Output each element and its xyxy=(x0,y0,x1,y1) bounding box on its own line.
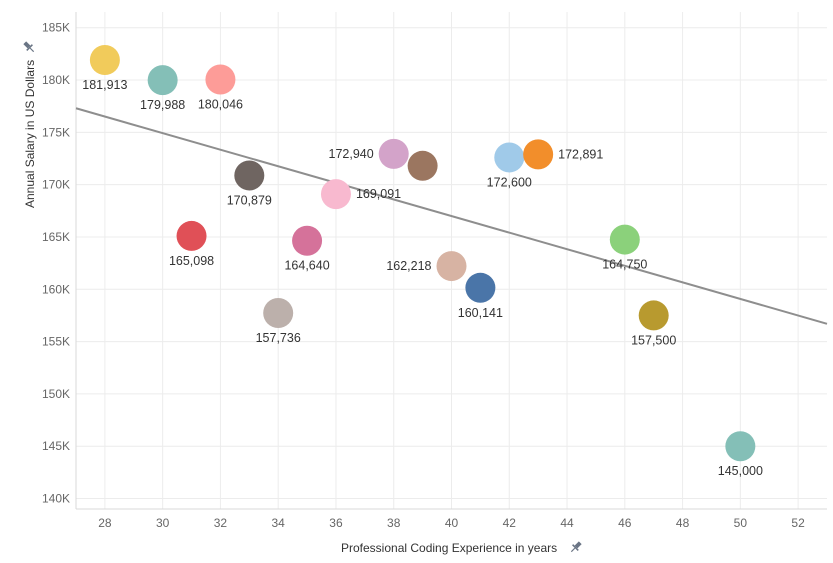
y-tick-label: 185K xyxy=(42,21,70,35)
y-tick-label: 145K xyxy=(42,439,70,453)
data-point[interactable] xyxy=(523,139,554,170)
x-tick-label: 40 xyxy=(445,516,459,530)
data-point[interactable] xyxy=(205,64,236,95)
data-point[interactable] xyxy=(263,297,294,328)
x-tick-label: 46 xyxy=(618,516,632,530)
data-label: 160,141 xyxy=(458,306,503,320)
data-label: 181,913 xyxy=(82,78,127,92)
data-label: 179,988 xyxy=(140,98,185,112)
data-label: 164,640 xyxy=(284,259,329,273)
data-point[interactable] xyxy=(638,300,669,331)
x-tick-label: 50 xyxy=(734,516,748,530)
data-label: 164,750 xyxy=(602,258,647,272)
x-tick-label: 52 xyxy=(791,516,805,530)
y-tick-label: 175K xyxy=(42,125,70,139)
data-point[interactable] xyxy=(292,225,323,256)
y-tick-label: 170K xyxy=(42,178,70,192)
x-tick-label: 44 xyxy=(560,516,574,530)
data-labels: 181,913 179,988 180,046 170,879 165,098 157,7… xyxy=(82,78,763,478)
data-label: 162,218 xyxy=(386,259,431,273)
data-label: 157,736 xyxy=(256,331,301,345)
y-axis-pin-icon[interactable] xyxy=(22,40,37,55)
y-tick-label: 140K xyxy=(42,492,70,506)
data-label: 180,046 xyxy=(198,98,243,112)
y-tick-label: 150K xyxy=(42,387,70,401)
data-point[interactable] xyxy=(407,150,438,181)
y-tick-label: 160K xyxy=(42,282,70,296)
data-point[interactable] xyxy=(465,272,496,303)
y-tick-label: 155K xyxy=(42,335,70,349)
data-label: 172,940 xyxy=(329,147,374,161)
x-axis-title: Professional Coding Experience in years xyxy=(341,541,557,555)
data-label: 145,000 xyxy=(718,464,763,478)
data-point[interactable] xyxy=(436,251,467,282)
axes: 28 30 32 34 36 38 40 42 44 46 48 50 52 140K 145K 150K 15… xyxy=(42,12,827,530)
trend-line[interactable] xyxy=(75,107,828,325)
data-point[interactable] xyxy=(176,220,207,251)
x-tick-label: 28 xyxy=(98,516,112,530)
x-tick-label: 42 xyxy=(503,516,517,530)
data-label: 172,891 xyxy=(558,147,603,161)
data-point[interactable] xyxy=(725,431,756,462)
data-point[interactable] xyxy=(89,44,120,75)
y-tick-label: 165K xyxy=(42,230,70,244)
data-point[interactable] xyxy=(147,65,178,96)
data-label: 157,500 xyxy=(631,333,676,347)
data-point[interactable] xyxy=(378,138,409,169)
data-points xyxy=(89,44,756,462)
grid-lines xyxy=(76,12,827,509)
data-label: 165,098 xyxy=(169,254,214,268)
x-axis-pin-icon[interactable] xyxy=(569,540,584,555)
trend-line-layer xyxy=(75,107,828,325)
x-tick-label: 38 xyxy=(387,516,401,530)
data-point[interactable] xyxy=(234,160,265,191)
data-point[interactable] xyxy=(320,179,351,210)
x-tick-label: 36 xyxy=(329,516,343,530)
y-tick-label: 180K xyxy=(42,73,70,87)
x-tick-label: 48 xyxy=(676,516,690,530)
data-point[interactable] xyxy=(494,142,525,173)
x-tick-label: 30 xyxy=(156,516,170,530)
data-label: 172,600 xyxy=(487,175,532,189)
data-label: 170,879 xyxy=(227,193,272,207)
data-label: 169,091 xyxy=(356,187,401,201)
x-tick-label: 32 xyxy=(214,516,228,530)
data-point[interactable] xyxy=(609,224,640,255)
y-axis-title: Annual Salary in US Dollars xyxy=(23,60,37,208)
x-tick-label: 34 xyxy=(272,516,286,530)
